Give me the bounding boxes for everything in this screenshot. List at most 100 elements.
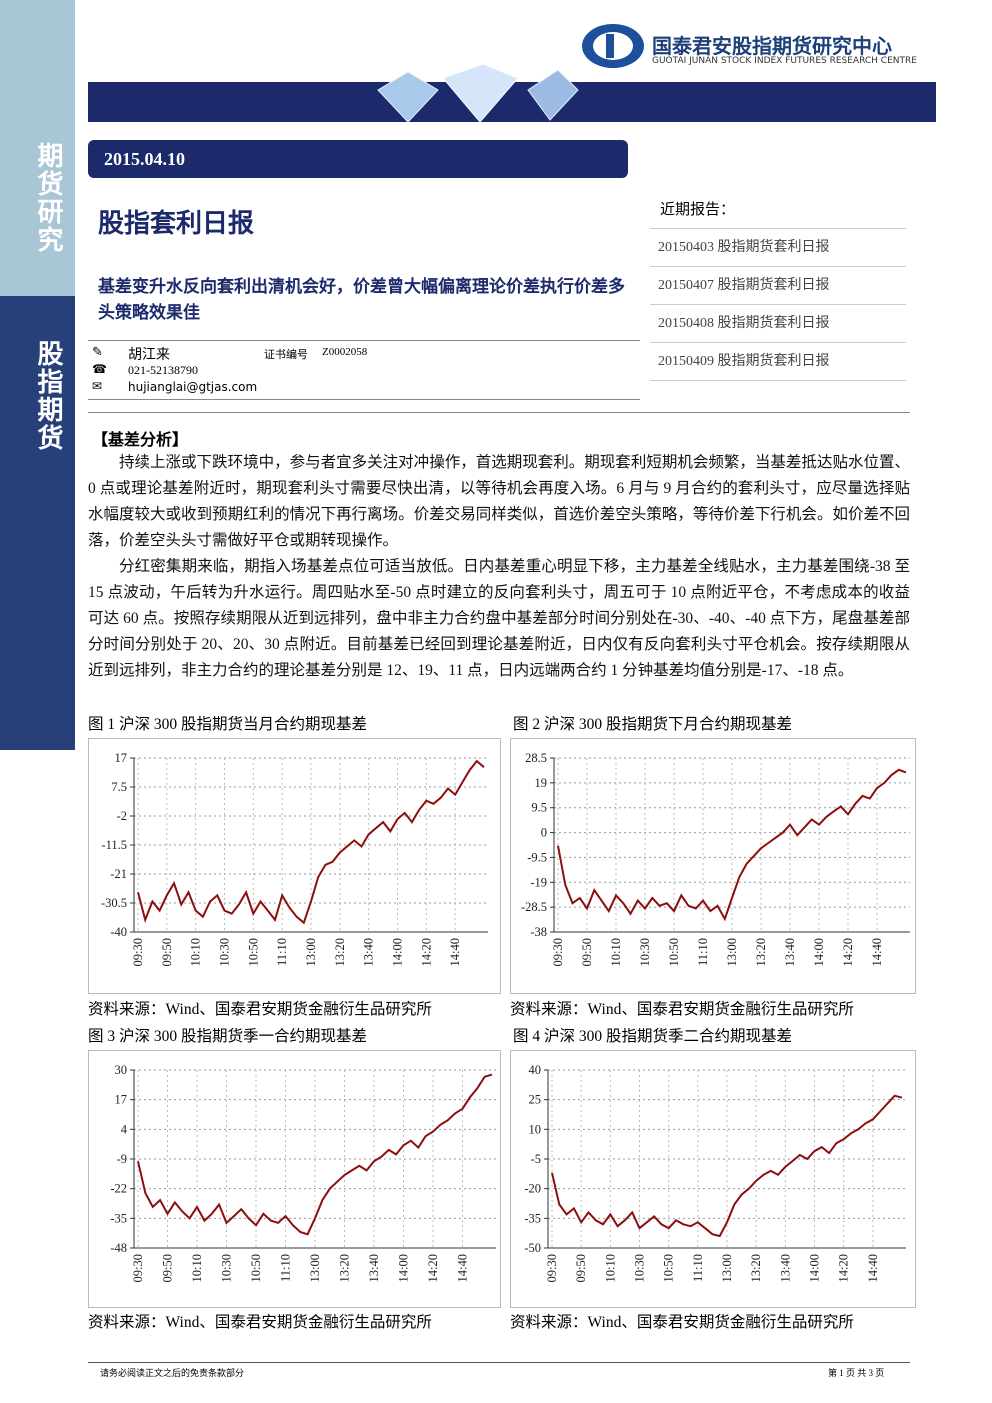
x-tick-label: 09:30 bbox=[545, 1254, 559, 1282]
recent-item[interactable]: 20150403 股指期货套利日报 bbox=[650, 229, 906, 267]
x-tick-label: 14:20 bbox=[426, 1254, 440, 1282]
x-tick-label: 13:00 bbox=[308, 1254, 322, 1282]
sidebar-label: 股指期货 bbox=[34, 340, 63, 452]
y-tick-label: -28.5 bbox=[521, 900, 547, 914]
figure-source: 资料来源：Wind、国泰君安期货金融衍生品研究所 bbox=[88, 1314, 432, 1331]
x-tick-label: 09:50 bbox=[580, 938, 594, 966]
x-tick-label: 13:40 bbox=[362, 938, 376, 966]
x-tick-label: 14:20 bbox=[837, 1254, 851, 1282]
y-tick-label: -48 bbox=[110, 1241, 127, 1255]
section-heading: 【基差分析】 bbox=[92, 432, 189, 449]
figure-caption: 图 1 沪深 300 股指期货当月合约期现基差 bbox=[88, 716, 368, 733]
sidebar-bottom bbox=[0, 296, 75, 750]
org-name: 国泰君安股指期货研究中心 bbox=[652, 36, 892, 58]
x-tick-label: 13:40 bbox=[778, 1254, 792, 1282]
x-tick-label: 10:10 bbox=[189, 938, 203, 966]
x-tick-label: 13:20 bbox=[754, 938, 768, 966]
figure-source: 资料来源：Wind、国泰君安期货金融衍生品研究所 bbox=[510, 1001, 854, 1018]
x-tick-label: 13:00 bbox=[725, 938, 739, 966]
data-line bbox=[551, 1094, 903, 1238]
y-tick-label: -22 bbox=[110, 1182, 127, 1196]
recent-item[interactable]: 20150409 股指期货套利日报 bbox=[650, 343, 906, 381]
y-tick-label: 28.5 bbox=[525, 751, 547, 765]
y-tick-label: -50 bbox=[524, 1241, 541, 1255]
x-tick-label: 10:30 bbox=[220, 1254, 234, 1282]
x-tick-label: 10:30 bbox=[638, 938, 652, 966]
data-line bbox=[557, 768, 907, 922]
x-tick-label: 09:50 bbox=[160, 938, 174, 966]
x-tick-label: 13:20 bbox=[333, 938, 347, 966]
y-tick-label: 7.5 bbox=[111, 780, 127, 794]
x-tick-label: 14:00 bbox=[812, 938, 826, 966]
title: 股指套利日报 bbox=[98, 209, 255, 238]
x-tick-label: 13:20 bbox=[338, 1254, 352, 1282]
chart: 40 25 10 -5 -20 -35 -50 09:30 09:50 10:10 10:30 10:… bbox=[510, 1050, 916, 1308]
cert-label: 证书编号 bbox=[264, 349, 308, 361]
subtitle: 基差变升水反向套利出清机会好，价差曾大幅偏离理论价差执行价差多头策略效果佳 bbox=[98, 277, 625, 322]
org-name-en: GUOTAI JUNAN STOCK INDEX FUTURES RESEARC… bbox=[652, 56, 917, 66]
y-tick-label: 4 bbox=[121, 1122, 128, 1136]
footer-rule bbox=[88, 1362, 910, 1363]
y-tick-label: -9.5 bbox=[527, 850, 547, 864]
x-tick-label: 14:40 bbox=[870, 938, 884, 966]
divider bbox=[88, 412, 910, 413]
logo bbox=[582, 24, 644, 68]
y-tick-label: -40 bbox=[110, 925, 127, 939]
data-line bbox=[137, 1073, 493, 1236]
sidebar-label: 期货研究 bbox=[34, 142, 63, 254]
x-tick-label: 14:00 bbox=[808, 1254, 822, 1282]
x-tick-label: 13:00 bbox=[304, 938, 318, 966]
y-tick-label: -35 bbox=[110, 1211, 127, 1225]
footer-right: 第 1 页 共 3 页 bbox=[828, 1368, 885, 1378]
y-tick-label: -38 bbox=[530, 925, 547, 939]
chart-frame bbox=[510, 1050, 916, 1308]
x-tick-label: 11:10 bbox=[275, 938, 289, 966]
icon: ☎ bbox=[92, 362, 107, 376]
x-tick-label: 14:20 bbox=[419, 938, 433, 966]
recent-item[interactable]: 20150408 股指期货套利日报 bbox=[650, 305, 906, 343]
x-tick-label: 10:30 bbox=[633, 1254, 647, 1282]
section-body: 持续上涨或下跌环境中，参与者宜多关注对冲操作，首选期现套利。期现套利短期机会频繁… bbox=[88, 450, 910, 684]
figure-caption: 图 4 沪深 300 股指期货季二合约期现基差 bbox=[513, 1028, 793, 1045]
chart-frame bbox=[510, 738, 916, 994]
phone: 021-52138790 bbox=[128, 363, 198, 377]
paragraph: 分红密集期来临，期指入场基差点位可适当放低。日内基差重心明显下移，主力基差全线贴… bbox=[88, 558, 910, 679]
recent-item[interactable]: 20150407 股指期货套利日报 bbox=[650, 267, 906, 305]
x-tick-label: 14:00 bbox=[397, 1254, 411, 1282]
x-tick-label: 13:40 bbox=[367, 1254, 381, 1282]
x-tick-label: 14:20 bbox=[841, 938, 855, 966]
author-name: 胡江来 bbox=[128, 348, 170, 363]
data-line bbox=[137, 759, 485, 925]
chart: 28.5 19 9.5 0 -9.5 -19 -28.5 -38 09:30 09:50 10:10… bbox=[510, 738, 916, 994]
paragraph: 持续上涨或下跌环境中，参与者宜多关注对冲操作，首选期现套利。期现套利短期机会频繁… bbox=[88, 454, 910, 549]
x-tick-label: 10:10 bbox=[609, 938, 623, 966]
y-tick-label: -19 bbox=[530, 875, 547, 889]
y-tick-label: 30 bbox=[115, 1063, 128, 1077]
figure-caption: 图 2 沪深 300 股指期货下月合约期现基差 bbox=[513, 716, 793, 733]
x-tick-label: 09:30 bbox=[551, 938, 565, 966]
x-tick-label: 10:10 bbox=[190, 1254, 204, 1282]
x-tick-label: 14:40 bbox=[456, 1254, 470, 1282]
figure-source: 资料来源：Wind、国泰君安期货金融衍生品研究所 bbox=[88, 1001, 432, 1018]
icon: ✎ bbox=[92, 344, 103, 359]
x-tick-label: 10:30 bbox=[218, 938, 232, 966]
y-tick-label: -20 bbox=[524, 1182, 541, 1196]
banner bbox=[88, 63, 936, 123]
y-tick-label: 9.5 bbox=[531, 801, 547, 815]
x-tick-label: 09:50 bbox=[161, 1254, 175, 1282]
y-tick-label: -35 bbox=[524, 1211, 541, 1225]
x-tick-label: 14:00 bbox=[391, 938, 405, 966]
figure-caption: 图 3 沪深 300 股指期货季一合约期现基差 bbox=[88, 1028, 368, 1045]
y-tick-label: -2 bbox=[117, 809, 127, 823]
y-tick-label: 25 bbox=[529, 1093, 542, 1107]
y-tick-label: 17 bbox=[115, 1093, 128, 1107]
x-tick-label: 10:50 bbox=[667, 938, 681, 966]
x-tick-label: 10:10 bbox=[603, 1254, 617, 1282]
figure-source: 资料来源：Wind、国泰君安期货金融衍生品研究所 bbox=[510, 1314, 854, 1331]
chart-frame bbox=[88, 1050, 501, 1308]
y-tick-label: 17 bbox=[115, 751, 128, 765]
author-box bbox=[88, 340, 640, 400]
y-tick-label: -5 bbox=[531, 1152, 541, 1166]
x-tick-label: 13:00 bbox=[720, 1254, 734, 1282]
y-tick-label: -11.5 bbox=[101, 838, 127, 852]
